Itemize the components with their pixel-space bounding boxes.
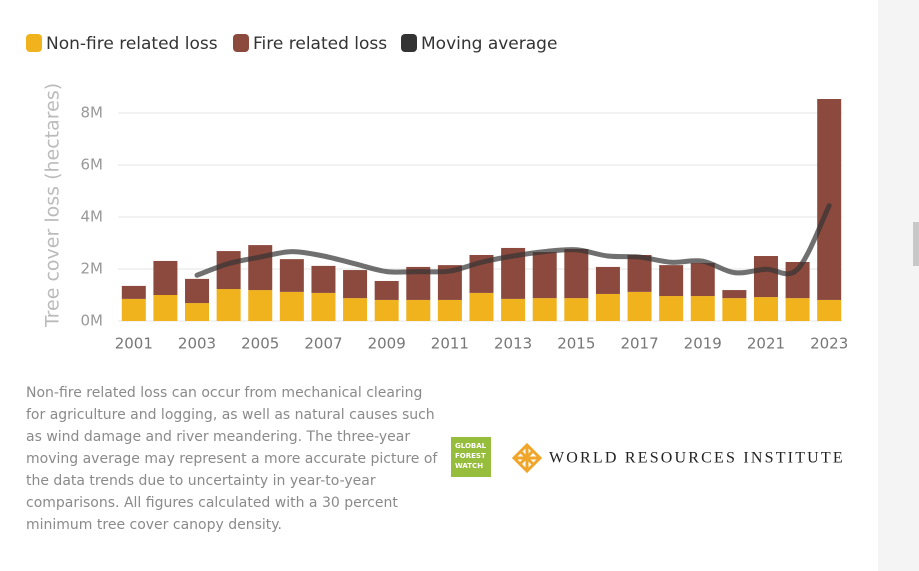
bar xyxy=(785,298,810,321)
moving-average-line xyxy=(194,203,832,278)
legend-label: Non-fire related loss xyxy=(46,34,218,54)
bar xyxy=(753,297,778,321)
gfw-logo: GLOBAL FOREST WATCH xyxy=(451,437,491,477)
bar xyxy=(595,266,620,294)
y-axis-label: Tree cover loss (hectares) xyxy=(42,83,64,328)
bar xyxy=(374,299,399,321)
bar xyxy=(374,280,399,300)
bar xyxy=(437,299,462,321)
legend-swatch xyxy=(401,34,417,52)
bar xyxy=(311,292,336,321)
y-tick-label: 4M xyxy=(81,208,104,226)
side-strip xyxy=(878,0,919,571)
x-tick-label: 2017 xyxy=(620,335,658,353)
bar xyxy=(564,248,589,299)
bar xyxy=(121,285,146,299)
bar xyxy=(469,292,494,321)
x-tick-label: 2019 xyxy=(684,335,722,353)
bar xyxy=(817,99,842,300)
bar xyxy=(659,265,684,297)
x-tick-label: 2023 xyxy=(810,335,848,353)
bar xyxy=(722,290,747,299)
legend-label: Fire related loss xyxy=(253,34,387,54)
y-tick-label: 8M xyxy=(81,104,104,122)
bar xyxy=(311,265,336,293)
legend-swatch xyxy=(26,34,42,52)
bar xyxy=(753,256,778,298)
x-tick-label: 2005 xyxy=(241,335,279,353)
bar xyxy=(248,245,273,291)
bar xyxy=(121,298,146,321)
footnote: as wind damage and river meandering. The… xyxy=(26,429,410,445)
wri-icon xyxy=(511,442,543,474)
bar xyxy=(185,278,210,304)
bar xyxy=(279,259,304,292)
bar xyxy=(627,291,652,321)
footnote: Non-fire related loss can occur from mec… xyxy=(26,385,422,401)
bar xyxy=(817,299,842,321)
bar xyxy=(722,298,747,321)
x-tick-label: 2001 xyxy=(115,335,153,353)
scrollbar[interactable] xyxy=(913,222,919,266)
y-tick-label: 2M xyxy=(81,260,104,278)
bar xyxy=(627,254,652,292)
bar xyxy=(153,260,178,296)
bar xyxy=(690,296,715,321)
x-tick-label: 2011 xyxy=(431,335,469,353)
footnote: comparisons. All figures calculated with… xyxy=(26,495,398,511)
y-tick-label: 0M xyxy=(81,312,104,330)
bar xyxy=(532,252,557,299)
gfw-text: FOREST xyxy=(455,452,486,460)
bar xyxy=(659,296,684,321)
bar xyxy=(216,251,241,290)
bar xyxy=(343,298,368,321)
bar xyxy=(406,299,431,321)
legend-swatch xyxy=(233,34,249,52)
bar xyxy=(690,263,715,297)
bar xyxy=(248,290,273,321)
footnote: moving average may represent a more accu… xyxy=(26,451,438,467)
x-tick-label: 2009 xyxy=(368,335,406,353)
bar xyxy=(343,270,368,299)
gfw-text: GLOBAL xyxy=(455,442,487,450)
bar xyxy=(279,291,304,321)
legend-label: Moving average xyxy=(421,34,557,54)
bar xyxy=(564,298,589,321)
bar xyxy=(185,303,210,321)
x-tick-label: 2013 xyxy=(494,335,532,353)
gfw-box xyxy=(451,437,491,477)
x-tick-label: 2015 xyxy=(557,335,595,353)
x-tick-label: 2021 xyxy=(747,335,785,353)
bar xyxy=(532,298,557,321)
x-tick-label: 2003 xyxy=(178,335,216,353)
wri-text: WORLD RESOURCES INSTITUTE xyxy=(549,450,845,467)
y-tick-label: 6M xyxy=(81,156,104,174)
bar xyxy=(153,295,178,321)
x-tick-label: 2007 xyxy=(304,335,342,353)
bar xyxy=(216,289,241,321)
footnote: the data trends due to uncertainty in ye… xyxy=(26,473,376,489)
bar xyxy=(595,293,620,321)
footnote: for agriculture and logging, as well as … xyxy=(26,407,435,423)
footnote: minimum tree cover canopy density. xyxy=(26,517,282,533)
gfw-text: WATCH xyxy=(455,462,483,470)
bar xyxy=(501,298,526,321)
